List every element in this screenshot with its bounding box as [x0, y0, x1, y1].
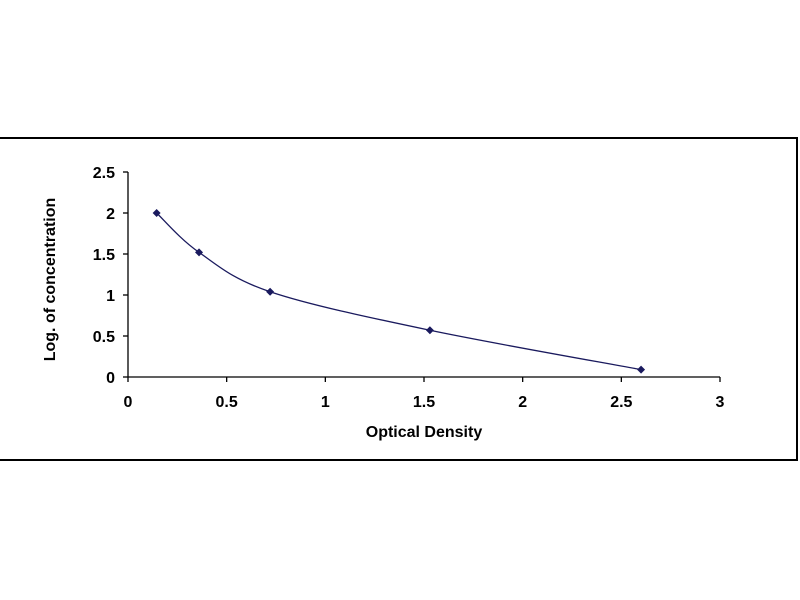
y-ticks: 0 0.5 1 1.5 2 2.5 [93, 165, 128, 387]
x-ticks: 0 0.5 1 1.5 2 2.5 3 [124, 377, 725, 411]
x-tick-label: 0 [124, 394, 133, 411]
y-tick-label: 2.5 [93, 165, 115, 182]
data-point-marker [195, 248, 204, 257]
data-point-marker [637, 365, 646, 374]
fit-curve [156, 212, 642, 371]
data-points [152, 209, 646, 374]
data-point-marker [152, 209, 161, 217]
chart-frame: 0 0.5 1 1.5 2 2.5 3 0 0.5 1 1.5 2 2.5 Optical Densi… [0, 137, 798, 461]
y-axis-title: Log. of concentration [42, 198, 59, 362]
x-tick-label: 2 [518, 394, 527, 411]
chart-svg: 0 0.5 1 1.5 2 2.5 3 0 0.5 1 1.5 2 2.5 Optical Densi… [42, 165, 725, 441]
data-point-marker [425, 326, 434, 335]
x-tick-label: 1.5 [413, 394, 435, 411]
x-tick-label: 1 [321, 394, 330, 411]
y-tick-label: 2 [106, 206, 115, 223]
y-tick-label: 1.5 [93, 247, 115, 264]
x-axis-title: Optical Density [366, 424, 483, 441]
data-point-marker [266, 287, 275, 296]
x-tick-label: 2.5 [610, 394, 632, 411]
y-tick-label: 0.5 [93, 329, 115, 346]
axes [127, 172, 720, 378]
x-tick-label: 3 [716, 394, 725, 411]
y-tick-label: 1 [106, 288, 115, 305]
y-tick-label: 0 [106, 370, 115, 387]
x-tick-label: 0.5 [216, 394, 238, 411]
